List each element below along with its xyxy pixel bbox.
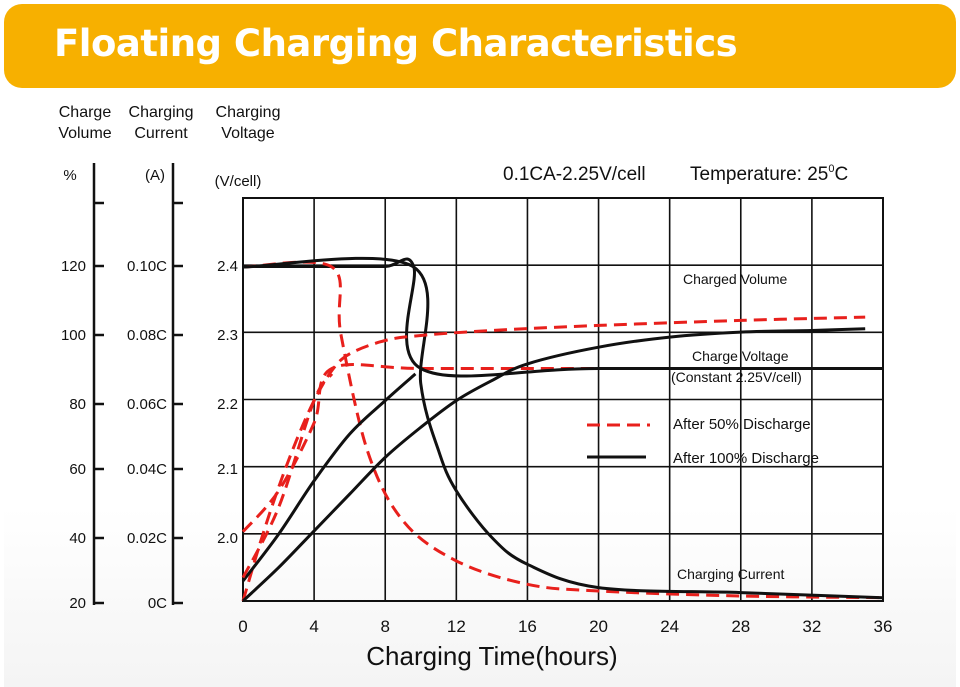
x-tick-label: 0 (238, 617, 247, 636)
x-axis-title: Charging Time(hours) (366, 641, 617, 671)
x-tick-label: 8 (380, 617, 389, 636)
charging-current-dashed-line (242, 260, 884, 600)
legend-label-solid: After 100% Discharge (673, 450, 819, 467)
chart-subtitle: 0.1CA-2.25V/cell (503, 164, 646, 185)
axis-tick-label: 0.06C (127, 396, 167, 413)
axis-tick-label: 0.10C (127, 258, 167, 275)
x-tick-label: 28 (731, 617, 750, 636)
legend-label-dashed: After 50% Discharge (673, 416, 811, 433)
charge-volume-dashed-line (241, 315, 866, 602)
axis-header-line: Charging (216, 104, 281, 121)
annotation-charging-current: Charging Current (677, 566, 784, 582)
annotation-charged-volume: Charged Volume (683, 271, 788, 287)
page-title: Floating Charging Characteristics (54, 22, 738, 65)
axis-tick-label: 2.0 (217, 530, 238, 547)
axis-header-line: Charge (59, 104, 112, 121)
x-tick-label: 16 (518, 617, 537, 636)
plot-grid: 0 4 8 12 16 20 24 28 32 36 (238, 197, 893, 636)
annotation-charge-voltage-sub: (Constant 2.25V/cell) (671, 369, 802, 385)
axis-tick-label: 2.1 (217, 461, 238, 478)
charge-volume-upper-branch-solid-line (241, 372, 417, 582)
annotation-charge-voltage: Charge Voltage (692, 348, 789, 364)
charge-volume-upper-branch-dashed-line (241, 372, 334, 579)
axis-header-line: Volume (58, 125, 111, 142)
axis-tick-label: 120 (61, 258, 86, 275)
x-tick-label: 4 (309, 617, 318, 636)
axis-tick-label: 0.04C (127, 461, 167, 478)
axis-header-line: Voltage (221, 125, 274, 142)
axis-unit: (V/cell) (215, 173, 262, 190)
curves (241, 256, 884, 603)
charging-current-solid-line (242, 256, 884, 600)
x-tick-label: 12 (447, 617, 466, 636)
axis-tick-label: 0C (148, 595, 167, 612)
x-tick-label: 24 (660, 617, 679, 636)
axis-tick-label: 80 (69, 396, 86, 413)
axis-header-line: Charging (129, 104, 194, 121)
left-axes: Charge Volume% 120 100 80 60 40 20 Charging Curre… (58, 104, 280, 612)
axis-header-line: Current (134, 125, 188, 142)
axis-unit: % (63, 167, 76, 184)
temperature-text: Temperature: 25 (690, 164, 828, 185)
axis-tick-label: 2.3 (217, 327, 238, 344)
temperature-unit: C (834, 164, 848, 185)
temperature-degree: 0 (828, 163, 834, 175)
axis-tick-label: 100 (61, 327, 86, 344)
charging-voltage-solid-line (243, 257, 883, 378)
axis-tick-label: 40 (69, 530, 86, 547)
title-banner: Floating Charging Characteristics (4, 4, 956, 88)
axis-tick-label: 2.2 (217, 396, 238, 413)
charging-voltage-dashed-line (241, 362, 883, 533)
x-tick-label: 36 (874, 617, 893, 636)
axis-tick-label: 20 (69, 595, 86, 612)
axis-tick-label: 0.02C (127, 530, 167, 547)
charge-volume-solid-line (241, 327, 866, 603)
x-tick-label: 32 (802, 617, 821, 636)
temperature-label: Temperature: 250C (690, 163, 848, 185)
x-tick-label: 20 (589, 617, 608, 636)
axis-tick-label: 2.4 (217, 258, 238, 275)
axis-tick-label: 60 (69, 461, 86, 478)
axis-unit: (A) (145, 167, 165, 184)
axis-tick-label: 0.08C (127, 327, 167, 344)
legend: After 50% Discharge After 100% Discharge (587, 416, 819, 467)
